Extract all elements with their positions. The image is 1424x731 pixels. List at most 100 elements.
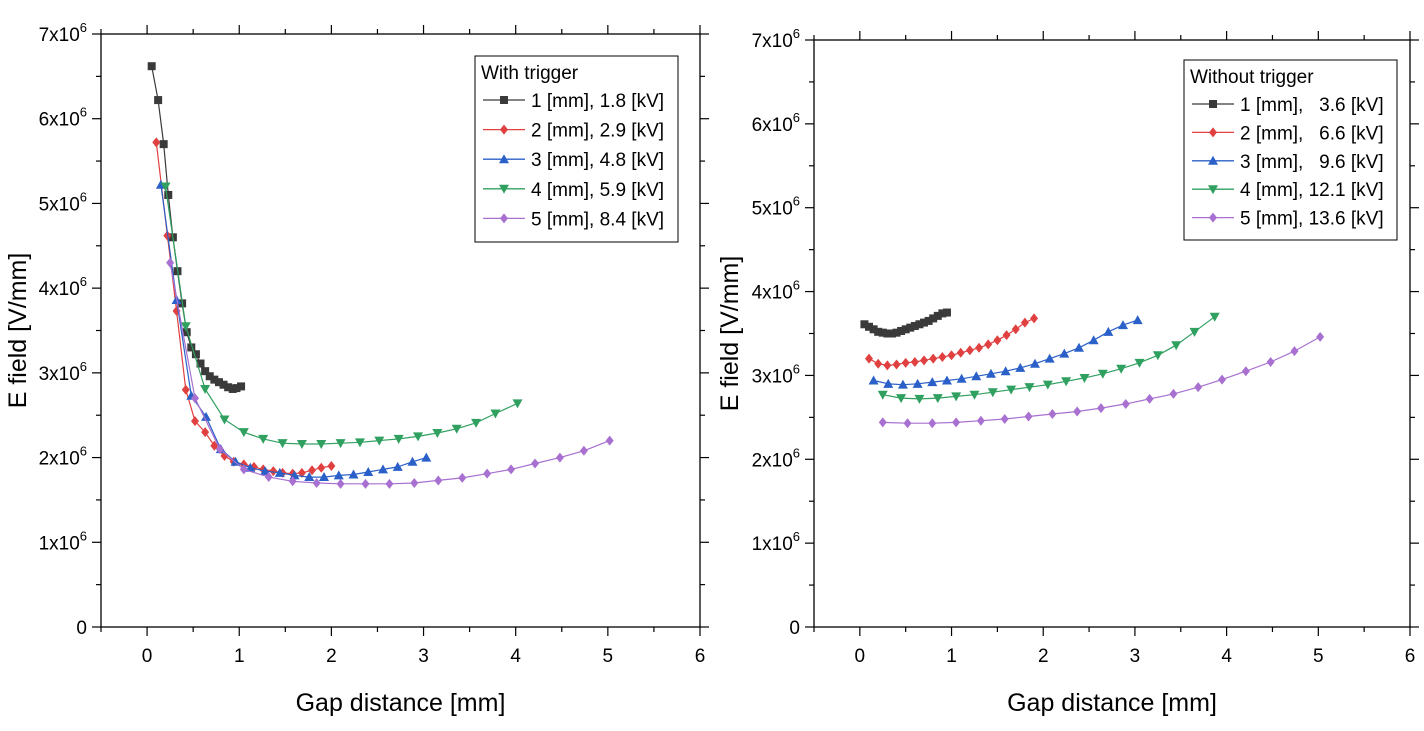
data-point [929,353,938,364]
series-5 [878,331,1325,429]
data-point [288,476,297,487]
data-point [1096,403,1105,414]
series-1 [147,62,246,393]
data-point [1132,315,1143,325]
x-tick-label: 2 [326,646,337,667]
data-point [1171,341,1182,351]
legend-label: 5 [mm], 13.6 [kV] [1240,209,1384,230]
x-tick-label: 0 [142,646,153,667]
data-point [374,436,385,446]
data-point [319,472,330,482]
y-tick-label: 3x106 [752,361,800,387]
legend-label: 3 [mm], 4.8 [kV] [531,150,664,171]
data-point [333,470,344,480]
x-tick-label: 6 [1405,646,1416,667]
legend-marker [499,154,509,164]
data-point [164,190,173,199]
data-point [152,137,161,148]
data-point [363,466,374,476]
y-tick-label: 4x106 [39,274,87,300]
data-point [920,318,929,327]
y-tick-label: 6x106 [39,105,87,131]
data-point [531,458,540,469]
data-point [1079,373,1090,383]
y-tick-label: 7x106 [752,26,800,52]
data-point [1121,398,1130,409]
data-point [883,329,892,338]
data-point [312,477,321,488]
legend-marker [1209,100,1217,108]
legend-marker [1208,155,1218,165]
data-point [201,427,210,438]
data-point [205,372,214,381]
data-point [507,464,516,475]
data-point [993,335,1002,346]
data-point [190,416,199,427]
data-point [1011,324,1020,335]
data-point [865,353,874,364]
data-point [971,371,982,381]
data-point [410,477,419,488]
data-point [1194,382,1203,393]
data-point [201,411,212,421]
legend-label: 5 [mm], 8.4 [kV] [531,209,664,230]
data-point [579,445,588,456]
y-tick-label: 1x106 [39,528,87,554]
data-point [869,325,878,334]
data-point [1048,409,1057,420]
y-tick-label: 2x106 [39,444,87,470]
chart-panel-with-trigger: 0 1 2 3 4 5 6 0 1x106 2x106 3x106 4x106 5x106 6x106 7x… [4,20,709,717]
data-point [210,375,219,384]
data-point [277,439,288,449]
data-point [1000,366,1011,376]
data-point [385,478,394,489]
x-tick-label: 4 [510,646,521,667]
data-point [892,328,901,337]
data-point [878,417,887,428]
series-2 [865,313,1039,371]
data-point [1015,362,1026,372]
data-point [1059,348,1070,358]
data-point [159,140,168,149]
data-point [897,326,906,335]
y-tick-label: 6x106 [752,110,800,136]
data-point [458,472,467,483]
legend: Without trigger 1 [mm], 3.6 [kV] 2 [mm], 6… [1183,59,1398,241]
data-point [180,322,191,332]
legend-marker [499,184,509,194]
series-4 [160,182,523,450]
data-point [1266,357,1275,368]
series-line [151,66,242,390]
data-point [1103,326,1114,336]
data-point [237,382,246,391]
data-point [868,375,879,385]
data-point [219,380,228,389]
data-point [219,415,230,425]
data-point [1145,393,1154,404]
legend-title: With trigger [481,63,579,84]
data-point [296,440,307,450]
data-point [938,309,947,318]
y-tick-label: 0 [789,618,800,639]
data-point [154,96,163,105]
data-point [1189,327,1200,337]
legend-marker [500,96,508,104]
data-point [941,375,952,385]
data-point [1118,320,1129,330]
y-tick-label: 2x106 [752,445,800,471]
x-tick-label: 4 [1221,646,1232,667]
data-point [883,360,892,371]
data-point [393,434,404,444]
data-point [903,418,912,429]
data-point [451,424,462,434]
data-point [196,359,205,368]
data-point [160,182,171,192]
data-point [1169,388,1178,399]
legend-label: 4 [mm], 12.1 [kV] [1240,180,1384,201]
data-point [947,350,956,361]
data-point [938,351,947,362]
legend-marker [1209,127,1217,138]
data-point [483,468,492,479]
y-axis-title: E field [V/mm] [4,253,32,409]
data-point [965,345,974,356]
